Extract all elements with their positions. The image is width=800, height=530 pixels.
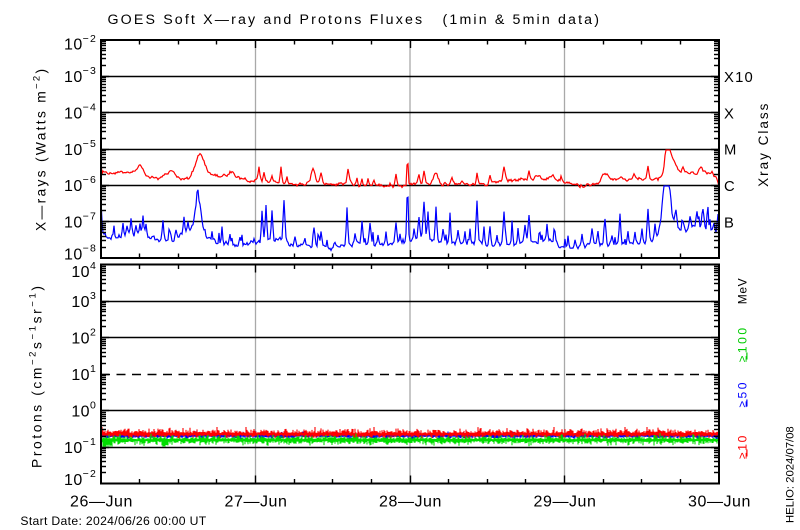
svg-text:≥50: ≥50	[735, 380, 749, 408]
svg-text:26—Jun: 26—Jun	[70, 493, 133, 510]
svg-text:M: M	[724, 143, 738, 159]
svg-text:30—Jun: 30—Jun	[688, 493, 751, 510]
svg-text:X10: X10	[724, 70, 754, 86]
svg-text:104: 104	[71, 260, 97, 281]
svg-text:GOES Soft X—ray and Protons Fl: GOES Soft X—ray and Protons Fluxes (1min…	[108, 12, 602, 28]
svg-text:10−1: 10−1	[64, 436, 97, 457]
svg-text:B: B	[724, 215, 735, 231]
svg-text:27—Jun: 27—Jun	[225, 493, 288, 510]
svg-text:29—Jun: 29—Jun	[534, 493, 597, 510]
svg-text:Start Date: 2024/06/26 00:00 U: Start Date: 2024/06/26 00:00 UT	[20, 514, 206, 528]
svg-text:10−2: 10−2	[64, 33, 97, 54]
svg-text:101: 101	[71, 363, 97, 384]
svg-text:X—rays (Watts m−2): X—rays (Watts m−2)	[32, 67, 49, 231]
svg-text:102: 102	[71, 326, 97, 347]
svg-text:28—Jun: 28—Jun	[379, 493, 442, 510]
svg-text:Xray Class: Xray Class	[756, 102, 771, 187]
svg-text:103: 103	[71, 290, 97, 311]
svg-text:≥100: ≥100	[735, 325, 749, 362]
svg-text:10−2: 10−2	[64, 468, 97, 489]
svg-text:MeV: MeV	[735, 278, 749, 304]
svg-text:10−4: 10−4	[64, 102, 97, 123]
svg-text:10−3: 10−3	[64, 65, 97, 86]
svg-text:HELIO: 2024/07/08: HELIO: 2024/07/08	[785, 426, 797, 523]
svg-text:C: C	[724, 179, 736, 195]
svg-text:100: 100	[71, 399, 97, 420]
svg-text:10−5: 10−5	[64, 138, 97, 159]
svg-text:10−7: 10−7	[64, 211, 97, 232]
svg-text:≥10: ≥10	[735, 434, 749, 459]
svg-text:10−6: 10−6	[64, 174, 97, 195]
svg-text:X: X	[724, 106, 735, 122]
svg-text:Protons (cm−2s−1sr−1): Protons (cm−2s−1sr−1)	[28, 283, 45, 468]
